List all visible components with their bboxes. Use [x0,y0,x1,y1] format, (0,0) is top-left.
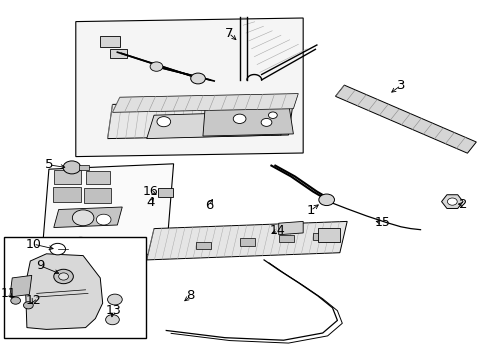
Circle shape [261,118,271,126]
Text: 15: 15 [374,216,389,229]
Bar [84,188,111,203]
Bar [79,165,88,170]
Polygon shape [10,275,32,297]
Polygon shape [146,112,281,139]
Bar [239,238,255,246]
Circle shape [157,117,170,127]
Bar [100,36,120,47]
Text: 10: 10 [25,238,41,251]
Polygon shape [441,195,462,208]
Bar [158,188,172,197]
Text: 3: 3 [396,79,405,92]
Text: 5: 5 [44,158,53,171]
Text: 11: 11 [1,287,17,300]
Polygon shape [107,101,293,139]
Circle shape [54,269,73,284]
Text: 6: 6 [204,199,213,212]
Bar [110,49,127,58]
Text: 12: 12 [25,294,41,307]
Circle shape [150,62,163,71]
Bar [4,237,145,338]
Circle shape [190,73,205,84]
Polygon shape [278,221,303,235]
Circle shape [233,114,245,123]
Text: 4: 4 [146,196,155,209]
Bar [85,171,110,184]
Text: 16: 16 [142,185,158,198]
Circle shape [268,112,277,118]
Circle shape [11,297,20,304]
Polygon shape [203,103,293,136]
Polygon shape [112,94,298,112]
Text: 8: 8 [186,289,195,302]
Bar [53,187,81,202]
Polygon shape [54,207,122,228]
Text: 13: 13 [105,304,121,317]
Polygon shape [25,254,102,329]
Bar [312,233,328,240]
Polygon shape [41,164,173,259]
Circle shape [105,315,119,325]
Polygon shape [146,221,346,260]
Circle shape [63,161,81,174]
Circle shape [59,273,68,280]
Circle shape [23,302,33,309]
Circle shape [318,194,334,206]
Text: 14: 14 [269,224,285,237]
Text: 1: 1 [305,204,314,217]
Polygon shape [76,18,303,157]
Circle shape [96,214,111,225]
Text: 9: 9 [36,259,44,272]
Circle shape [72,210,94,226]
Bar [278,235,294,242]
Polygon shape [335,85,475,153]
Bar [317,228,339,242]
Circle shape [73,237,88,249]
Circle shape [107,294,122,305]
Circle shape [447,198,456,205]
Text: 7: 7 [224,27,233,40]
Text: 2: 2 [458,198,467,211]
Bar [54,170,81,184]
Bar [195,242,211,249]
Circle shape [50,243,65,255]
